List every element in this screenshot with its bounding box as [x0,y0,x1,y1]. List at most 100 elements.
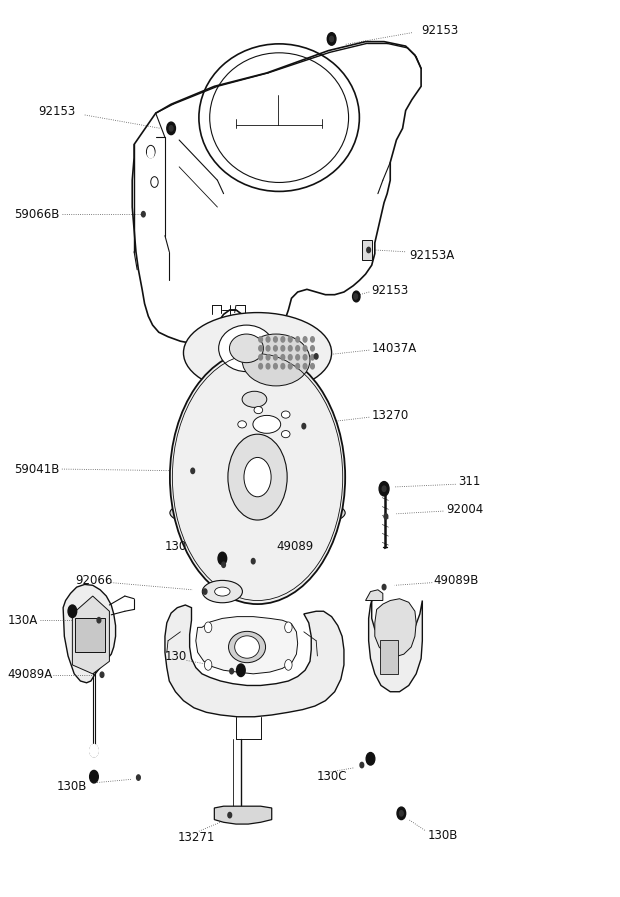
Ellipse shape [184,312,332,393]
Circle shape [285,622,292,632]
Circle shape [141,212,145,217]
Text: eReplacementParts.com: eReplacementParts.com [192,463,329,474]
Circle shape [148,149,154,158]
Text: 14037A: 14037A [372,342,417,355]
Circle shape [90,745,99,757]
Ellipse shape [219,325,274,371]
Ellipse shape [202,580,242,603]
Polygon shape [366,590,383,600]
Text: 13270: 13270 [372,409,409,422]
Circle shape [302,423,306,429]
Circle shape [327,32,336,45]
Circle shape [399,811,403,816]
Circle shape [360,762,364,768]
Circle shape [379,482,389,496]
Circle shape [397,807,405,820]
Circle shape [281,363,285,369]
Ellipse shape [235,636,259,658]
Circle shape [266,345,270,351]
Circle shape [191,468,195,474]
Circle shape [237,664,245,676]
Ellipse shape [229,334,264,362]
Circle shape [354,294,358,300]
Circle shape [251,559,255,564]
Circle shape [205,659,212,670]
Circle shape [367,248,371,253]
Circle shape [266,336,270,342]
Ellipse shape [170,495,345,531]
Circle shape [273,354,277,360]
Circle shape [296,354,299,360]
Polygon shape [63,585,115,683]
Ellipse shape [253,415,281,433]
Circle shape [303,363,307,369]
Circle shape [296,336,299,342]
Circle shape [281,354,285,360]
FancyBboxPatch shape [379,640,398,674]
Circle shape [330,36,334,41]
Circle shape [273,336,277,342]
Circle shape [222,562,226,568]
Circle shape [296,345,299,351]
Polygon shape [196,616,298,674]
Circle shape [266,354,270,360]
Circle shape [353,292,360,302]
Circle shape [311,354,314,360]
Circle shape [303,336,307,342]
Polygon shape [73,596,109,674]
Text: 130: 130 [165,650,187,664]
Text: 130B: 130B [57,780,87,793]
Circle shape [259,336,262,342]
Polygon shape [369,600,422,692]
Circle shape [259,363,262,369]
Circle shape [218,553,227,565]
Text: 92004: 92004 [446,503,483,516]
Circle shape [228,813,232,818]
Text: 311: 311 [458,475,480,488]
Circle shape [311,363,314,369]
Ellipse shape [254,435,263,442]
Ellipse shape [229,631,265,663]
Text: 130B: 130B [427,829,458,842]
Circle shape [68,605,77,617]
Ellipse shape [224,397,310,451]
Circle shape [97,617,101,623]
Ellipse shape [242,334,310,386]
FancyBboxPatch shape [76,618,105,652]
Circle shape [382,486,386,492]
Circle shape [296,363,299,369]
Text: 13271: 13271 [177,831,215,844]
Circle shape [167,122,175,135]
Circle shape [288,363,292,369]
Ellipse shape [215,588,230,596]
Circle shape [170,350,345,604]
Circle shape [382,585,386,590]
Text: 92153: 92153 [421,23,458,37]
Circle shape [136,775,140,780]
Ellipse shape [242,391,267,407]
Circle shape [285,659,292,670]
Text: 49089: 49089 [276,540,313,553]
Circle shape [273,363,277,369]
Circle shape [259,354,262,360]
Circle shape [281,345,285,351]
Circle shape [366,753,375,765]
Text: 49089A: 49089A [7,668,53,681]
Circle shape [90,771,99,783]
Text: 92153: 92153 [372,283,409,297]
Polygon shape [215,806,272,824]
Circle shape [203,589,207,594]
Polygon shape [165,605,344,717]
Circle shape [230,668,234,674]
Text: 130: 130 [165,540,187,553]
Text: 130C: 130C [316,771,347,783]
Text: 92153A: 92153A [409,248,454,262]
Ellipse shape [254,406,263,414]
Circle shape [273,345,277,351]
Circle shape [228,434,287,520]
Circle shape [100,672,104,677]
Circle shape [288,336,292,342]
Circle shape [259,345,262,351]
Text: 59041B: 59041B [14,463,59,475]
Circle shape [288,345,292,351]
